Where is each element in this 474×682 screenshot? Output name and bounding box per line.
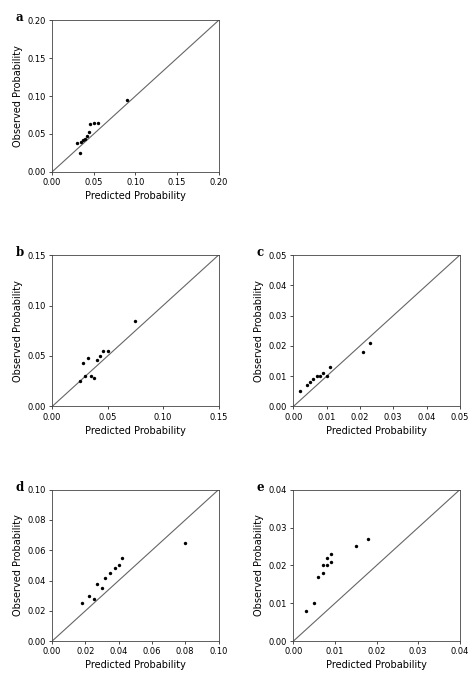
Point — [107, 567, 114, 578]
Point — [319, 368, 327, 379]
Point — [302, 606, 310, 617]
Point — [96, 351, 104, 361]
Point — [132, 315, 139, 326]
Point — [91, 373, 98, 384]
Point — [310, 598, 318, 609]
Point — [323, 371, 330, 382]
Point — [303, 380, 310, 391]
Point — [365, 533, 372, 544]
Point — [83, 130, 91, 141]
Point — [82, 134, 89, 145]
Point — [316, 371, 324, 382]
Point — [76, 147, 83, 158]
X-axis label: Predicted Probability: Predicted Probability — [326, 426, 427, 436]
Point — [100, 346, 107, 357]
Point — [85, 590, 92, 601]
Point — [326, 361, 334, 372]
Point — [79, 134, 87, 145]
Point — [313, 371, 320, 382]
Point — [77, 136, 85, 147]
Point — [366, 338, 374, 349]
Point — [359, 346, 367, 357]
Point — [94, 117, 102, 128]
Point — [306, 376, 314, 387]
Point — [111, 563, 119, 574]
Point — [319, 560, 326, 571]
X-axis label: Predicted Probability: Predicted Probability — [85, 426, 186, 436]
Point — [87, 119, 94, 130]
Y-axis label: Observed Probability: Observed Probability — [255, 514, 264, 617]
Point — [352, 541, 360, 552]
Point — [323, 552, 330, 563]
Y-axis label: Observed Probability: Observed Probability — [13, 45, 23, 147]
Point — [118, 552, 126, 563]
Point — [93, 355, 100, 366]
Point — [323, 560, 330, 571]
Text: d: d — [16, 481, 24, 494]
Point — [310, 374, 317, 385]
X-axis label: Predicted Probability: Predicted Probability — [85, 660, 186, 670]
Point — [78, 598, 86, 609]
X-axis label: Predicted Probability: Predicted Probability — [85, 191, 186, 201]
Point — [315, 572, 322, 582]
Text: b: b — [16, 246, 24, 259]
Point — [327, 548, 335, 559]
Point — [85, 126, 92, 137]
Point — [104, 346, 111, 357]
Text: e: e — [257, 481, 264, 494]
Point — [80, 357, 87, 368]
Point — [90, 593, 98, 604]
X-axis label: Predicted Probability: Predicted Probability — [326, 660, 427, 670]
Point — [123, 95, 131, 106]
Point — [101, 572, 109, 583]
Point — [296, 386, 304, 397]
Y-axis label: Observed Probability: Observed Probability — [13, 280, 23, 382]
Point — [82, 371, 89, 382]
Point — [115, 560, 122, 571]
Point — [327, 556, 335, 567]
Point — [76, 376, 84, 387]
Point — [98, 582, 106, 593]
Point — [87, 371, 95, 382]
Y-axis label: Observed Probability: Observed Probability — [13, 514, 23, 617]
Point — [93, 578, 101, 589]
Point — [84, 353, 91, 364]
Point — [319, 567, 326, 578]
Point — [73, 138, 81, 149]
Text: a: a — [16, 12, 23, 25]
Text: c: c — [257, 246, 264, 259]
Point — [90, 117, 98, 128]
Point — [182, 537, 189, 548]
Y-axis label: Observed Probability: Observed Probability — [255, 280, 264, 382]
